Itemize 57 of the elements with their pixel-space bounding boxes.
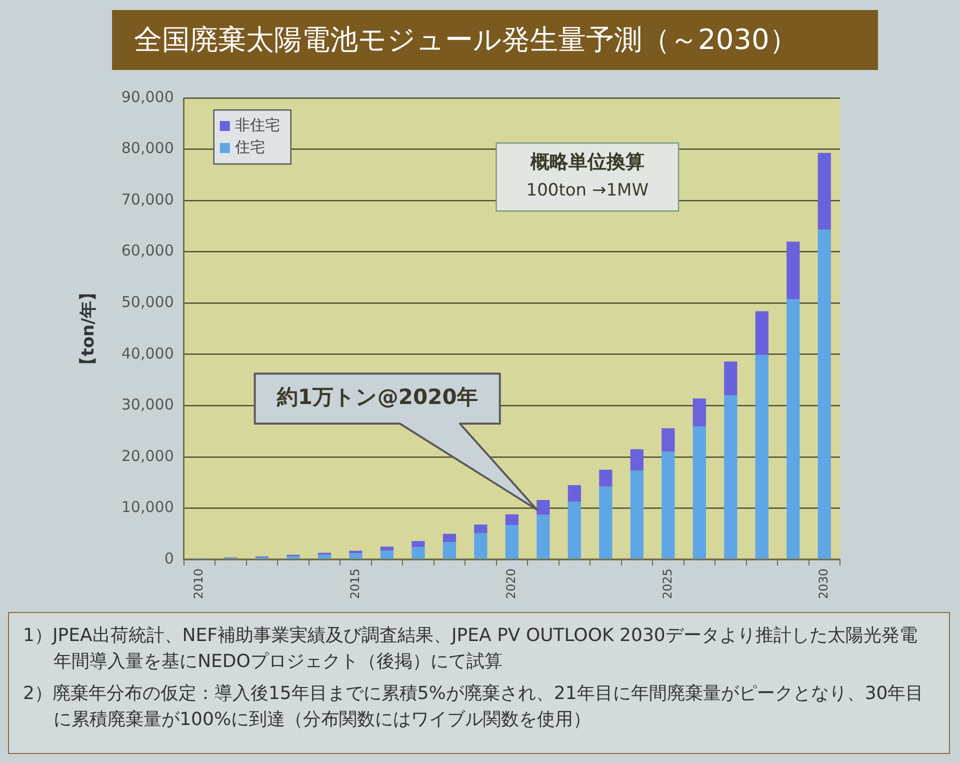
bar	[692, 398, 706, 427]
bar	[724, 395, 738, 559]
bar	[474, 533, 488, 559]
bar	[662, 452, 675, 559]
bar	[474, 524, 488, 534]
y-tick-label: 80,000	[121, 139, 174, 158]
y-axis-title: 【ton/年】	[78, 284, 99, 374]
bar	[286, 556, 300, 559]
text: 2）廃棄年分布の仮定：導入後15年目までに累積5%が廃棄され、21年目に年間廃棄量がピークとなり、30年目に累積廃棄量が100%に到達（分布関数にはワイブル関数を使用）	[23, 682, 925, 732]
bar	[755, 311, 768, 355]
bar	[662, 428, 675, 452]
bar	[568, 485, 581, 502]
bar	[318, 554, 332, 559]
legend-label: 非住宅	[234, 116, 280, 134]
bar	[505, 514, 519, 526]
annotation: 約1万トン@2020年	[276, 385, 478, 410]
y-tick-label: 60,000	[121, 242, 174, 260]
y-tick-label: 50,000	[121, 292, 174, 311]
y-tick-label: 40,000	[121, 344, 174, 362]
bar	[412, 547, 425, 559]
bar	[599, 470, 612, 487]
x-tick-label: 2020	[504, 568, 518, 600]
bar	[568, 502, 581, 559]
bar	[599, 486, 612, 559]
bar	[630, 449, 644, 471]
bar	[786, 242, 800, 299]
bar	[442, 534, 456, 542]
y-tick-label: 0	[164, 549, 174, 568]
y-tick-label: 20,000	[121, 446, 174, 465]
y-tick-label: 70,000	[121, 190, 174, 208]
bar	[818, 152, 831, 230]
chart-title: 全国廃棄太陽電池モジュール発生量予測（～2030）	[112, 10, 878, 70]
bar	[786, 298, 800, 559]
bar	[692, 426, 706, 559]
bar	[536, 500, 550, 515]
bar	[536, 514, 550, 559]
bar	[630, 470, 644, 559]
y-tick-label: 10,000	[121, 498, 174, 516]
bar	[442, 542, 456, 559]
bar	[818, 230, 831, 559]
x-tick-label: 2025	[660, 568, 674, 600]
bar	[380, 550, 394, 559]
x-tick-label: 2030	[816, 568, 831, 600]
text: 1）JPEA出荷統計、NEF補助事業実績及び調査結果、JPEA PV OUTLOOK 2030データより推計した太陽光発電年間導入量を基にNEDOプロジェクト（後掲）にて試算	[23, 624, 918, 674]
bar	[412, 541, 425, 548]
bar	[349, 553, 362, 559]
bar	[724, 362, 738, 396]
bar	[505, 525, 519, 559]
bar	[349, 550, 362, 554]
bar	[380, 546, 394, 551]
y-tick-label: 30,000	[121, 396, 174, 414]
annotation: 概略単位換算 100ton →1MW	[526, 150, 649, 200]
bar	[755, 354, 768, 559]
x-tick-label: 2015	[348, 568, 362, 600]
y-tick-label: 90,000	[121, 88, 174, 106]
legend-label: 住宅	[234, 138, 265, 156]
x-tick-label: 2010	[192, 568, 206, 600]
